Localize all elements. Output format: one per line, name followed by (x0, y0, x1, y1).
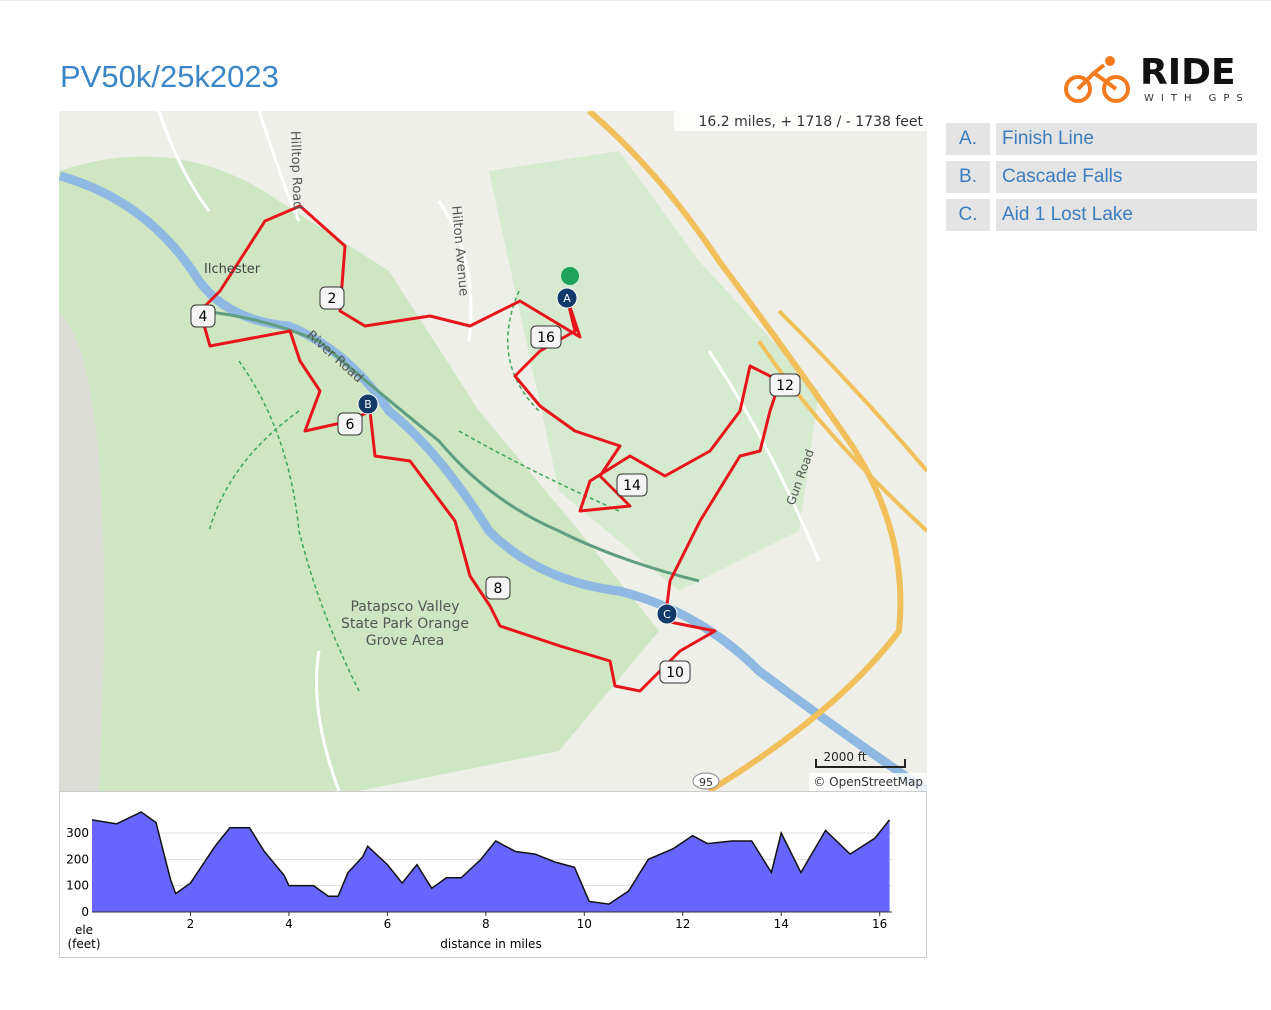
cue-letter: A. (946, 123, 990, 155)
trail (208, 290, 620, 692)
route-title: PV50k/25k2023 (60, 59, 279, 94)
y-axis-label: ele (75, 923, 93, 937)
river (59, 171, 927, 791)
park-label: Grove Area (366, 633, 444, 649)
y-tick-label: 300 (66, 826, 89, 840)
highway-number: 95 (699, 776, 713, 789)
y-tick-label: 0 (81, 905, 89, 919)
x-tick-label: 16 (872, 917, 887, 931)
highway (587, 111, 904, 791)
x-tick-label: 12 (675, 917, 690, 931)
y-tick-label: 100 (66, 879, 89, 893)
mile-marker-box (616, 473, 648, 497)
park-label: Patapsco Valley (350, 599, 459, 615)
x-tick-label: 4 (285, 917, 293, 931)
scale-bar (815, 759, 906, 768)
y-axis-label: (feet) (67, 937, 100, 951)
attribution-box (809, 773, 927, 791)
cue-name: Finish Line (996, 123, 1257, 155)
cue-letter: C. (946, 199, 990, 231)
mile-marker-box (485, 576, 511, 600)
mile-marker-box (190, 304, 216, 328)
railroad (198, 309, 700, 583)
poi-markers: A B C (357, 287, 678, 625)
highway (757, 309, 927, 533)
attribution: © OpenStreetMap (813, 775, 923, 789)
route-summary: 16.2 miles, + 1718 / - 1738 feet (699, 114, 924, 130)
map: Ilchester Hilltop Road Hilton Avenue Riv… (59, 111, 927, 791)
logo: RIDE WITH GPS (1064, 52, 1250, 104)
mile-marker: 12 (776, 378, 794, 394)
mile-marker-box (659, 660, 691, 684)
summary-box (674, 111, 927, 131)
logo-wheel (1064, 75, 1092, 103)
x-tick-label: 10 (577, 917, 592, 931)
x-axis-label: distance in miles (440, 937, 541, 951)
y-tick-label: 200 (66, 852, 89, 866)
mile-marker-box (319, 286, 345, 310)
mile-marker: 6 (346, 417, 355, 433)
cue-name: Aid 1 Lost Lake (996, 199, 1257, 231)
road (157, 111, 821, 791)
logo-subtext: WITH GPS (1144, 93, 1250, 104)
x-tick-label: 2 (187, 917, 195, 931)
mile-marker-box (530, 325, 562, 349)
mile-markers: 2 4 6 8 10 12 14 16 (190, 286, 801, 684)
x-tick-label: 6 (384, 917, 392, 931)
cue-row[interactable]: B. Cascade Falls (946, 161, 1257, 193)
poi-label: C (663, 608, 671, 621)
residential-area (59, 311, 104, 791)
x-tick-label: 14 (774, 917, 789, 931)
x-tick-label: 8 (482, 917, 490, 931)
cue-letter: B. (946, 161, 990, 193)
elevation-area (92, 812, 890, 912)
road-label: Hilltop Road (287, 131, 305, 210)
elevation-line (91, 811, 891, 905)
park-label: State Park Orange (341, 616, 469, 632)
mile-marker: 8 (494, 581, 503, 597)
highway-shield (692, 772, 720, 790)
logo-head (1105, 56, 1115, 66)
scale-label: 2000 ft (823, 750, 866, 764)
mile-marker-box (769, 373, 801, 397)
logo-text: RIDE (1140, 52, 1236, 93)
route-line (198, 204, 782, 693)
place-label: Ilchester (204, 262, 261, 277)
logo-wheel (1102, 75, 1130, 103)
mile-marker: 16 (537, 330, 555, 346)
poi-label: B (364, 398, 372, 411)
poi-marker (656, 603, 678, 625)
poi-label: A (563, 292, 571, 305)
mile-marker-box (337, 412, 363, 436)
cue-row[interactable]: A. Finish Line (946, 123, 1257, 155)
mile-marker: 14 (623, 478, 641, 494)
logo-frame (1076, 63, 1118, 91)
mile-marker: 4 (199, 309, 208, 325)
start-marker (561, 267, 579, 285)
poi-marker (556, 287, 578, 309)
mile-marker: 2 (328, 291, 337, 307)
cue-name: Cascade Falls (996, 161, 1257, 193)
elevation-chart: ele (feet) distance in miles 0 100 200 300 2… (59, 791, 927, 958)
cue-row[interactable]: C. Aid 1 Lost Lake (946, 199, 1257, 231)
mile-marker: 10 (666, 665, 684, 681)
park-area (489, 151, 819, 591)
poi-marker (357, 393, 379, 415)
